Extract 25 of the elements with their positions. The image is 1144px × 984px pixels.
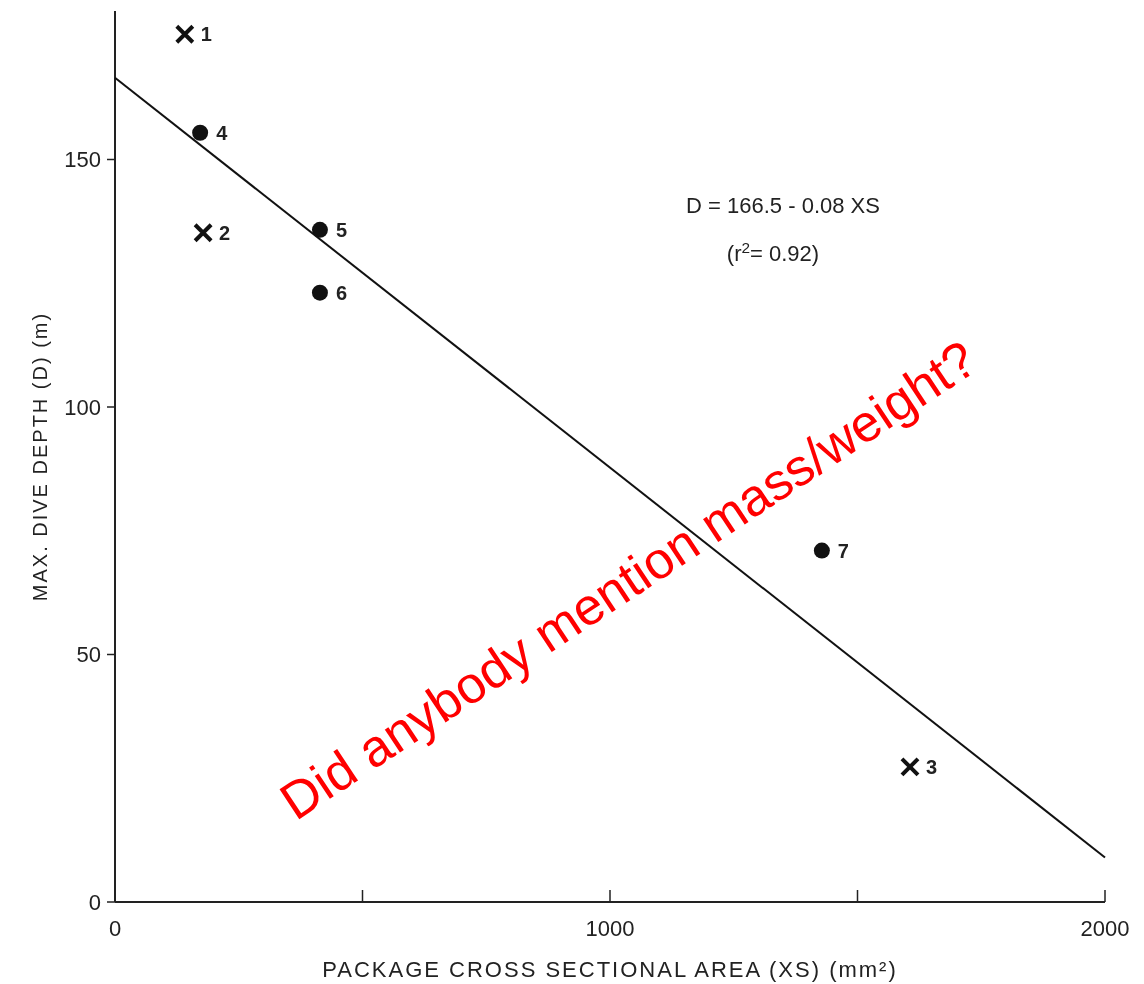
annotation: 5 xyxy=(335,218,348,241)
y-axis-title: MAX. DIVE DEPTH (D) (m) xyxy=(29,311,51,602)
annotation: 3 xyxy=(925,755,938,778)
y-tick-label: 100 xyxy=(64,394,101,420)
y-tick-label: 0 xyxy=(88,889,101,915)
point xyxy=(899,756,920,777)
y-tick-label: 150 xyxy=(64,147,101,173)
x-tick-label: 1000 xyxy=(585,916,635,941)
x-tick-label: 0 xyxy=(108,916,122,941)
y-tick-label: 50 xyxy=(76,642,101,668)
point xyxy=(311,221,328,238)
point xyxy=(192,124,209,141)
x-axis-title: PACKAGE CROSS SECTIONAL AREA (XS) (mm²) xyxy=(322,957,898,982)
annotation: 1 xyxy=(200,23,212,46)
annotation: (r$^{2}$= 0.92) xyxy=(726,238,820,266)
annotation: 7 xyxy=(837,539,849,562)
annotation: 2 xyxy=(219,221,231,244)
annotation: 4 xyxy=(216,121,229,144)
annotation: D = 166.5 - 0.08 XS xyxy=(686,193,880,218)
annotation: 6 xyxy=(335,281,348,304)
point xyxy=(174,24,195,45)
point xyxy=(193,222,214,243)
point xyxy=(311,284,328,301)
point xyxy=(813,542,830,559)
x-tick-label: 2000 xyxy=(1080,916,1130,941)
